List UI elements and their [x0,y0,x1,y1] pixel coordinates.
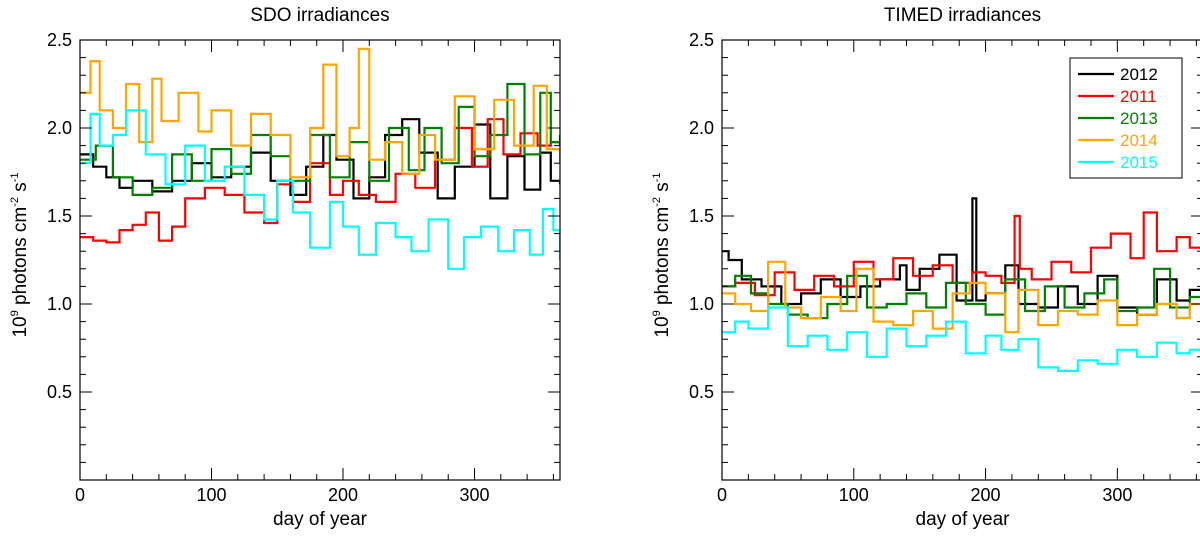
timed-ytick-label: 0.5 [689,382,714,402]
timed-series-2015 [722,306,1200,372]
timed-legend-label-2014: 2014 [1120,131,1158,150]
timed-xtick-label: 0 [717,485,727,505]
timed-series-2012 [722,197,1200,316]
timed-ytick-label: 2.0 [689,118,714,138]
sdo-xtick-label: 300 [459,485,489,505]
timed-series-2014 [722,260,1200,334]
sdo-xtick-label: 100 [196,485,226,505]
timed-legend-label-2012: 2012 [1120,65,1158,84]
sdo-ytick-label: 1.5 [47,206,72,226]
sdo-ytick-label: 0.5 [47,382,72,402]
timed-chart-title: TIMED irradiances [884,5,1041,26]
sdo-panel: 0 100 200 300 0.5 1.0 1.5 2.0 2.5 SDO irradiances… [9,5,561,530]
timed-xtick-label: 200 [971,485,1001,505]
timed-xtick-label: 100 [839,485,869,505]
timed-ytick-label: 1.0 [689,294,714,314]
sdo-y-axis-label: 109 photons cm-2 s-1 [9,172,31,337]
sdo-ytick-label: 2.5 [47,30,72,50]
sdo-series-2015 [80,109,560,270]
timed-plot-frame [721,39,1200,481]
sdo-ytick-label: 2.0 [47,118,72,138]
timed-legend-label-2013: 2013 [1120,109,1158,128]
timed-legend-box [1069,57,1183,179]
timed-x-axis-label: day of year [916,509,1011,530]
sdo-series-2013 [80,82,560,196]
timed-series-2011 [722,211,1200,297]
timed-ytick-label: 1.5 [689,206,714,226]
sdo-xtick-label: 0 [75,485,85,505]
sdo-plot-frame [79,39,561,481]
timed-legend-label-2015: 2015 [1120,153,1158,172]
timed-y-axis-label: 109 photons cm-2 s-1 [651,172,673,337]
sdo-x-axis-label: day of year [273,509,368,530]
sdo-series-2014 [80,47,560,179]
timed-panel: 0 100 200 300 0.5 1.0 1.5 2.0 2.5 TIMED irradianc… [651,5,1200,530]
timed-legend: 2012 2011 2013 2014 2015 [1069,57,1183,179]
timed-legend-label-2011: 2011 [1120,87,1157,106]
sdo-ytick-label: 1.0 [47,294,72,314]
timed-xtick-label: 300 [1102,485,1132,505]
timed-ytick-label: 2.5 [689,30,714,50]
sdo-chart-title: SDO irradiances [250,5,389,26]
sdo-xtick-label: 200 [328,485,358,505]
